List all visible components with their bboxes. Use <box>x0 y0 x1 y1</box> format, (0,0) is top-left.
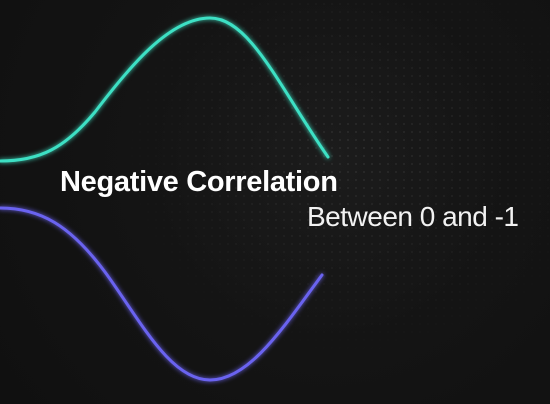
page-subtitle: Between 0 and -1 <box>307 201 519 232</box>
page-title: Negative Correlation <box>60 166 338 198</box>
top-wave-curve <box>0 16 330 163</box>
bottom-wave-curve <box>0 206 324 382</box>
